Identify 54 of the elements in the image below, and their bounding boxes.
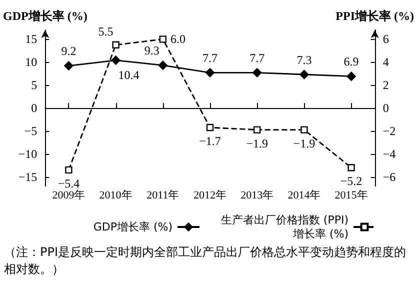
data-label: 7.7 (202, 51, 218, 66)
data-label: 5.5 (98, 24, 114, 38)
y-tick-label: 10 (25, 55, 38, 70)
y-tick-label: 0 (31, 101, 38, 115)
y2-tick-label: 4 (382, 55, 389, 70)
y2-tick-label: 2 (382, 78, 389, 92)
point (300, 126, 308, 134)
data-label: 7.3 (296, 52, 312, 67)
point (64, 61, 74, 70)
y-axis-title: GDP增长率 (%) (2, 9, 88, 23)
point (159, 36, 167, 43)
legend-label: GDP增长率 (%) (93, 220, 172, 234)
legend-label: 生产者出厂价格指数 (PPI)增长率 (%) (220, 214, 348, 240)
text: （注：PPI是反映一定时期内全部工业产品出厂价格总水平变动趋势和程度的相对数。） (4, 244, 408, 278)
x-tick-label: 2009年 (52, 190, 86, 202)
point (206, 124, 214, 132)
data-label: 7.7 (250, 51, 265, 66)
x-tick-label: 2014年 (288, 190, 321, 202)
data-label: 9.2 (61, 44, 76, 58)
x-tick-label: 2012年 (194, 190, 226, 202)
data-label: −1.7 (199, 134, 221, 148)
y2-axis-title: PPI增长率 (%) (336, 9, 414, 23)
y-tick-label: −5 (24, 124, 38, 138)
data-label: 6.0 (170, 32, 186, 46)
point (252, 68, 262, 78)
data-label: −1.9 (293, 136, 316, 150)
x-tick-label: 2010年 (99, 190, 132, 202)
y2-tick-label: −6 (382, 170, 396, 184)
point (300, 70, 309, 80)
y-tick-label: −15 (18, 170, 38, 184)
point (158, 60, 168, 70)
data-label: 6.9 (344, 54, 359, 69)
y-tick-label: −10 (18, 146, 38, 161)
point (65, 166, 72, 174)
x-tick-label: 2013年 (240, 190, 274, 202)
y-tick-label: 5 (31, 78, 38, 92)
point (112, 41, 120, 49)
data-label: −5.2 (340, 174, 362, 188)
point (348, 164, 355, 172)
point (205, 68, 215, 78)
point (111, 56, 120, 65)
y-tick-label: 15 (25, 32, 38, 46)
point (346, 72, 356, 81)
data-label: −5.4 (58, 176, 80, 191)
y2-tick-label: 6 (382, 32, 389, 46)
x-tick-label: 2011年 (146, 190, 180, 202)
y2-tick-label: −4 (382, 146, 396, 161)
point (253, 126, 261, 134)
y2-tick-label: 0 (382, 101, 389, 115)
y2-tick-label: −2 (382, 124, 396, 138)
data-label: −1.9 (246, 136, 268, 150)
data-label: 9.3 (144, 44, 160, 58)
x-tick-label: 2015年 (334, 190, 368, 202)
data-label: 10.4 (118, 68, 140, 82)
